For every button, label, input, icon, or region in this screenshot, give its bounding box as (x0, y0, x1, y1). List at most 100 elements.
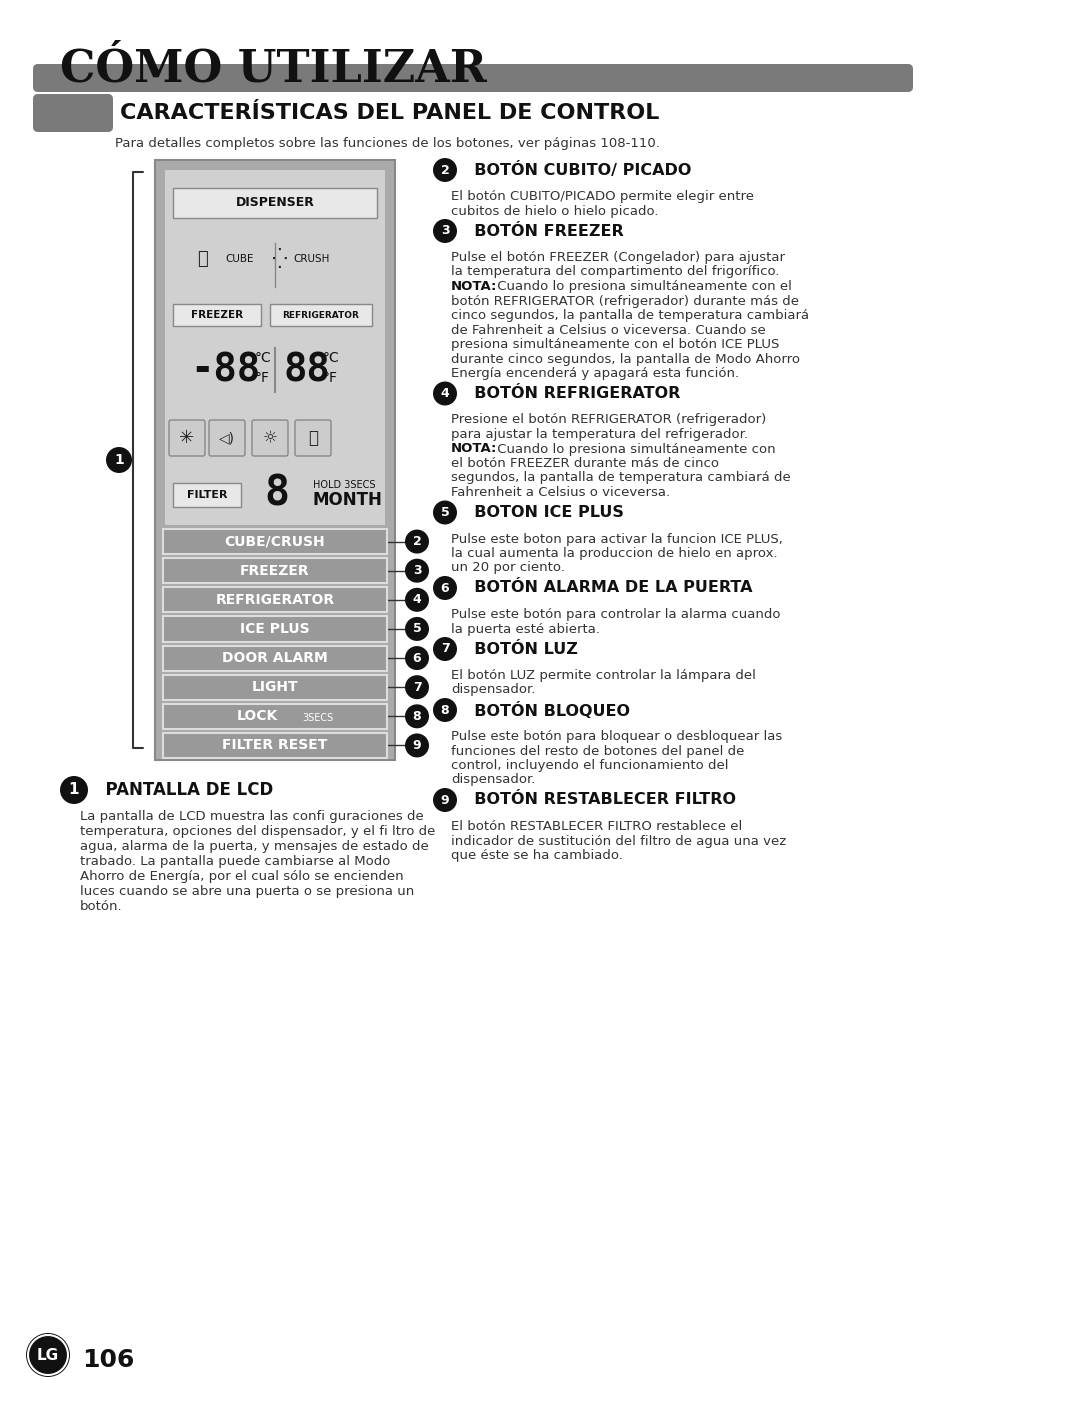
Text: funciones del resto de botones del panel de: funciones del resto de botones del panel… (451, 745, 744, 757)
Circle shape (433, 698, 457, 722)
Text: ✳: ✳ (179, 429, 194, 447)
Text: FILTER RESET: FILTER RESET (222, 739, 327, 753)
Text: 5: 5 (413, 622, 421, 635)
Text: Pulse este botón para bloquear o desbloquear las: Pulse este botón para bloquear o desbloq… (451, 731, 782, 743)
Circle shape (405, 587, 429, 611)
Circle shape (106, 447, 132, 473)
Text: REFRIGERATOR: REFRIGERATOR (215, 593, 335, 607)
Circle shape (433, 500, 457, 524)
Bar (163, 558, 387, 583)
Text: El botón LUZ permite controlar la lámpara del: El botón LUZ permite controlar la lámpar… (451, 669, 756, 681)
Text: CARACTERÍSTICAS DEL PANEL DE CONTROL: CARACTERÍSTICAS DEL PANEL DE CONTROL (120, 103, 660, 124)
Text: 6: 6 (413, 652, 421, 665)
Text: 4: 4 (441, 386, 449, 400)
Text: BOTÓN BLOQUEO: BOTÓN BLOQUEO (463, 701, 630, 718)
FancyBboxPatch shape (168, 420, 205, 457)
Text: El botón RESTABLECER FILTRO restablece el: El botón RESTABLECER FILTRO restablece e… (451, 821, 742, 833)
Circle shape (405, 646, 429, 670)
Text: Fahrenheit a Celsius o viceversa.: Fahrenheit a Celsius o viceversa. (451, 486, 670, 499)
Text: de Fahrenheit a Celsius o viceversa. Cuando se: de Fahrenheit a Celsius o viceversa. Cua… (451, 323, 766, 337)
Circle shape (405, 559, 429, 583)
Text: 9: 9 (413, 739, 421, 752)
Text: °C: °C (323, 351, 340, 365)
Text: Presione el botón REFRIGERATOR (refrigerador): Presione el botón REFRIGERATOR (refriger… (451, 413, 766, 427)
Text: Pulse este boton para activar la funcion ICE PLUS,: Pulse este boton para activar la funcion… (451, 532, 783, 545)
Circle shape (433, 788, 457, 812)
Text: 8: 8 (413, 710, 421, 722)
Text: 8: 8 (265, 472, 289, 514)
Text: botón REFRIGERATOR (refrigerador) durante más de: botón REFRIGERATOR (refrigerador) durant… (451, 295, 799, 308)
FancyBboxPatch shape (295, 420, 330, 457)
Circle shape (405, 733, 429, 757)
Text: luces cuando se abre una puerta o se presiona un: luces cuando se abre una puerta o se pre… (80, 885, 415, 898)
Text: indicador de sustitución del filtro de agua una vez: indicador de sustitución del filtro de a… (451, 835, 786, 847)
Text: para ajustar la temperatura del refrigerador.: para ajustar la temperatura del refriger… (451, 429, 748, 441)
Text: HOLD 3SECS: HOLD 3SECS (313, 481, 376, 490)
Text: 3SECS: 3SECS (302, 714, 333, 724)
Text: 88: 88 (283, 351, 329, 389)
Text: ⛄: ⛄ (198, 250, 208, 268)
Text: LOCK: LOCK (237, 710, 278, 724)
Bar (173, 188, 377, 218)
Text: 5: 5 (441, 506, 449, 518)
Text: Ahorro de Energía, por el cual sólo se encienden: Ahorro de Energía, por el cual sólo se e… (80, 870, 404, 882)
Text: 9: 9 (441, 794, 449, 806)
Bar (163, 530, 387, 554)
Text: NOTA:: NOTA: (451, 280, 498, 294)
Text: la cual aumenta la produccion de hielo en aprox.: la cual aumenta la produccion de hielo e… (451, 547, 778, 561)
Text: BOTÓN REFRIGERATOR: BOTÓN REFRIGERATOR (463, 386, 680, 400)
Text: 2: 2 (441, 163, 449, 177)
Text: FILTER: FILTER (187, 490, 227, 500)
Text: 7: 7 (441, 642, 449, 656)
Text: BOTÓN RESTABLECER FILTRO: BOTÓN RESTABLECER FILTRO (463, 792, 735, 808)
Text: Energía encenderá y apagará esta función.: Energía encenderá y apagará esta función… (451, 367, 739, 379)
Text: BOTÓN ALARMA DE LA PUERTA: BOTÓN ALARMA DE LA PUERTA (463, 580, 753, 596)
Text: CUBE: CUBE (225, 254, 254, 264)
Bar (163, 587, 387, 613)
Text: ⛨: ⛨ (308, 429, 318, 447)
Text: FREEZER: FREEZER (240, 563, 310, 577)
Text: CUBE/CRUSH: CUBE/CRUSH (225, 534, 325, 548)
Bar (163, 704, 387, 729)
Circle shape (433, 382, 457, 406)
Text: °F: °F (323, 371, 338, 385)
Text: ICE PLUS: ICE PLUS (240, 622, 310, 636)
Text: 6: 6 (441, 582, 449, 594)
Text: NOTA:: NOTA: (451, 443, 498, 455)
Bar (270, 303, 372, 326)
Circle shape (405, 530, 429, 554)
Circle shape (433, 576, 457, 600)
Text: DOOR ALARM: DOOR ALARM (222, 651, 328, 665)
Text: presiona simultáneamente con el botón ICE PLUS: presiona simultáneamente con el botón IC… (451, 339, 780, 351)
Text: dispensador.: dispensador. (451, 774, 536, 787)
Text: Pulse este botón para controlar la alarma cuando: Pulse este botón para controlar la alarm… (451, 608, 781, 621)
Text: Pulse el botón FREEZER (Congelador) para ajustar: Pulse el botón FREEZER (Congelador) para… (451, 251, 785, 264)
Bar (163, 733, 387, 759)
Text: un 20 por ciento.: un 20 por ciento. (451, 562, 565, 575)
Bar (163, 674, 387, 700)
Text: Cuando lo presiona simultáneamente con: Cuando lo presiona simultáneamente con (492, 443, 775, 455)
Text: 2: 2 (413, 535, 421, 548)
Text: ☼: ☼ (262, 429, 278, 447)
Text: temperatura, opciones del dispensador, y el fi ltro de: temperatura, opciones del dispensador, y… (80, 825, 435, 837)
Circle shape (433, 157, 457, 183)
Bar (173, 303, 261, 326)
Text: BOTÓN FREEZER: BOTÓN FREEZER (463, 223, 624, 239)
Text: segundos, la pantalla de temperatura cambiará de: segundos, la pantalla de temperatura cam… (451, 472, 791, 485)
Text: LG: LG (37, 1347, 59, 1363)
Text: BOTÓN LUZ: BOTÓN LUZ (463, 642, 578, 656)
Circle shape (26, 1333, 70, 1377)
Text: Cuando lo presiona simultáneamente con el: Cuando lo presiona simultáneamente con e… (492, 280, 792, 294)
Text: que éste se ha cambiado.: que éste se ha cambiado. (451, 849, 623, 863)
Bar (163, 617, 387, 642)
Text: 3: 3 (413, 565, 421, 577)
Circle shape (60, 776, 87, 804)
FancyBboxPatch shape (252, 420, 288, 457)
Text: 1: 1 (69, 783, 79, 798)
Text: cinco segundos, la pantalla de temperatura cambiará: cinco segundos, la pantalla de temperatu… (451, 309, 809, 322)
Text: °C: °C (255, 351, 272, 365)
Text: El botón CUBITO/PICADO permite elegir entre: El botón CUBITO/PICADO permite elegir en… (451, 190, 754, 202)
FancyBboxPatch shape (33, 94, 113, 132)
Text: ⁛: ⁛ (272, 249, 288, 268)
Text: agua, alarma de la puerta, y mensajes de estado de: agua, alarma de la puerta, y mensajes de… (80, 840, 429, 853)
